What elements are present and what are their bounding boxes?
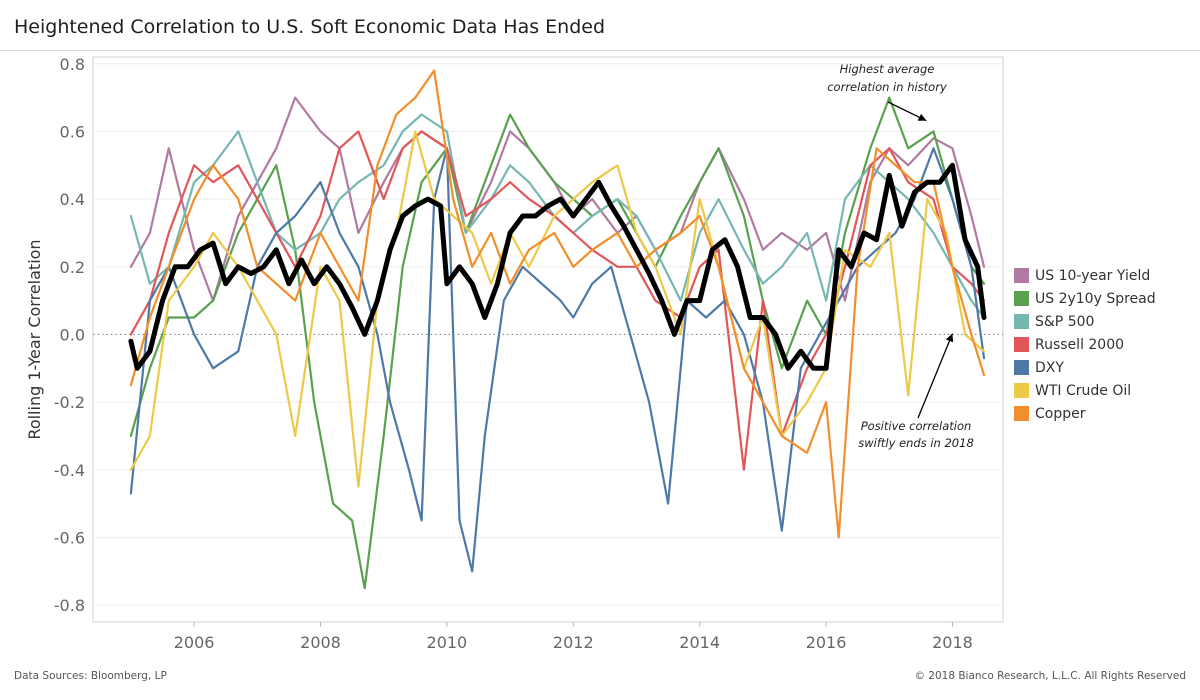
x-tick-label: 2018 [932,633,973,652]
title-divider [0,50,1200,51]
legend-swatch [1014,406,1029,421]
series-line-us-2y10y-spread [129,96,986,590]
series-line-dxy [129,147,986,573]
x-tick-label: 2006 [174,633,215,652]
legend-item-us-10-year-yield[interactable]: US 10-year Yield [1014,264,1156,287]
annotation-text: Highest average [840,62,935,76]
series-line-copper [129,69,986,539]
legend-label: US 10-year Yield [1035,267,1151,284]
annotation-arrow [917,333,954,419]
axis-layer: -0.8 -0.6 -0.4 -0.2 0.0 0.2 0.4 0.6 0.8 2006 2008 2… [25,55,973,652]
annotation-layer: Highest average correlation in history Pos… [827,62,974,450]
annotation-text: swiftly ends in 2018 [858,436,974,450]
grid-layer [92,56,1004,623]
y-tick-label: 0.0 [60,325,85,344]
x-tick-label: 2016 [806,633,847,652]
annotation-text: Positive correlation [861,419,972,433]
annotation-arrow [887,101,927,122]
x-tick-label: 2008 [300,633,341,652]
y-tick-label: -0.2 [54,393,85,412]
y-tick-label: 0.8 [60,55,85,74]
data-sources-note: Data Sources: Bloomberg, LP [14,670,167,682]
legend-label: S&P 500 [1035,313,1095,330]
legend-swatch [1014,291,1029,306]
legend-label: WTI Crude Oil [1035,382,1132,399]
legend-label: Copper [1035,405,1086,422]
legend-item-us-2y10y-spread[interactable]: US 2y10y Spread [1014,287,1156,310]
x-tick-label: 2014 [679,633,720,652]
legend-label: DXY [1035,359,1064,376]
legend-item-copper[interactable]: Copper [1014,402,1156,425]
legend-swatch [1014,360,1029,375]
y-tick-label: 0.2 [60,258,85,277]
copyright-note: © 2018 Bianco Research, L.L.C. All Right… [914,670,1186,682]
legend-label: US 2y10y Spread [1035,290,1156,307]
legend-item-wti-crude-oil[interactable]: WTI Crude Oil [1014,379,1156,402]
y-tick-label: -0.8 [54,596,85,615]
legend-item-russell-2000[interactable]: Russell 2000 [1014,333,1156,356]
series-line-wti-crude-oil [129,130,986,488]
y-tick-label: -0.4 [54,461,85,480]
legend-swatch [1014,383,1029,398]
series-line-average [128,162,987,371]
legend-swatch [1014,268,1029,283]
y-tick-label: -0.6 [54,528,85,547]
x-tick-label: 2010 [427,633,468,652]
chart-title: Heightened Correlation to U.S. Soft Econ… [14,16,606,38]
annotation-text: correlation in history [827,80,947,94]
legend: US 10-year Yield US 2y10y Spread S&P 500… [1014,264,1156,425]
legend-label: Russell 2000 [1035,336,1125,353]
y-axis-label: Rolling 1-Year Correlation [25,239,44,439]
legend-item-dxy[interactable]: DXY [1014,356,1156,379]
series-line-russell-2000 [129,130,986,471]
y-tick-label: 0.4 [60,190,85,209]
legend-swatch [1014,337,1029,352]
plot-frame [92,56,1004,623]
y-tick-label: 0.6 [60,122,85,141]
legend-item-sp-500[interactable]: S&P 500 [1014,310,1156,333]
x-tick-label: 2012 [553,633,594,652]
legend-swatch [1014,314,1029,329]
series-layer [128,69,987,590]
